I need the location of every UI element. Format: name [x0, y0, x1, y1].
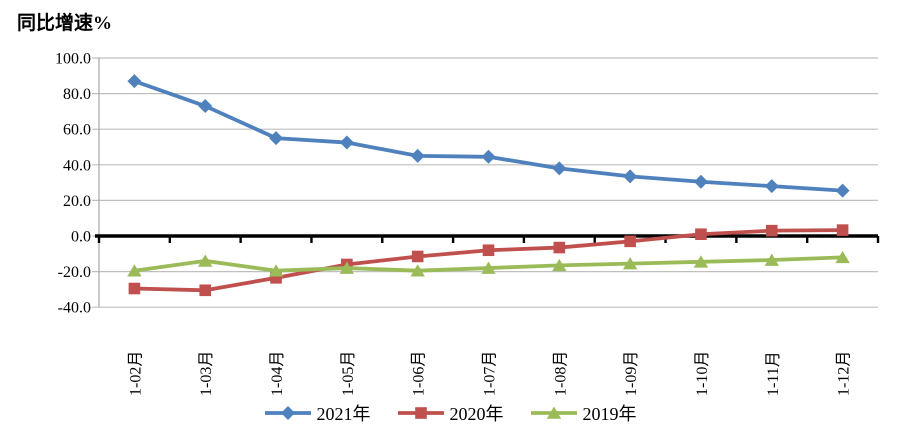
legend: 2021年 2020年 2019年	[0, 400, 900, 426]
series-2-marker-triangle	[410, 264, 425, 277]
x-tick-label: 1-04月	[269, 351, 286, 396]
series-1-marker-square	[199, 284, 212, 297]
legend-item-2: 2019年	[530, 400, 637, 426]
series-0-marker-diamond	[623, 169, 638, 184]
x-tick-label: 1-05月	[340, 351, 357, 396]
series-0-marker-diamond	[127, 74, 142, 89]
chart-title: 同比增速%	[17, 13, 113, 34]
legend-item-0: 2021年	[264, 400, 371, 426]
series-0-marker-diamond	[198, 99, 213, 114]
series-0-marker-diamond	[269, 131, 284, 146]
x-tick-label: 1-06月	[411, 351, 428, 396]
series-line-0	[132, 79, 845, 193]
y-tick-label: 20.0	[63, 193, 91, 210]
series-2-marker-triangle	[268, 264, 284, 277]
legend-item-1: 2020年	[397, 400, 504, 426]
legend-triangle-icon	[530, 406, 577, 419]
series-0-marker-diamond	[410, 148, 425, 163]
x-tick-label: 1-08月	[552, 351, 569, 396]
series-2-marker-triangle	[481, 261, 496, 274]
series-0-marker-diamond	[339, 135, 354, 150]
series-1-marker-square	[624, 235, 636, 248]
x-tick-label: 1-12月	[836, 351, 853, 396]
y-tick-label: 80.0	[63, 86, 91, 103]
legend-label-2: 2019年	[582, 404, 637, 424]
x-tick-label: 1-10月	[694, 351, 711, 396]
y-tick-label: 60.0	[63, 122, 91, 139]
series-1-marker-square	[836, 224, 849, 236]
series-1-marker-square	[128, 282, 141, 295]
y-tick-label: 0.0	[71, 229, 91, 246]
series-0-marker-diamond	[552, 161, 567, 176]
y-tick-label: 40.0	[63, 157, 91, 174]
y-tick-label: 100.0	[55, 51, 91, 68]
legend-diamond-icon	[264, 406, 311, 420]
legend-label-1: 2020年	[449, 404, 504, 424]
series-2-marker-triangle	[835, 250, 850, 264]
series-2-marker-triangle	[764, 253, 779, 266]
series-1-marker-square	[553, 241, 566, 254]
x-tick-label: 1-02月	[127, 351, 144, 396]
series-0-marker-diamond	[481, 149, 496, 164]
series-1-marker-square	[695, 228, 707, 241]
legend-label-0: 2021年	[316, 404, 371, 424]
legend-square-icon	[397, 407, 444, 419]
series-2-marker-triangle	[552, 258, 567, 272]
series-0-marker-diamond	[835, 183, 850, 198]
series-2-marker-triangle	[622, 257, 638, 270]
series-0-marker-diamond	[764, 179, 779, 194]
y-tick-label: -40.0	[58, 300, 91, 317]
x-tick-label: 1-09月	[623, 351, 640, 396]
series-1-marker-square	[765, 224, 778, 237]
x-tick-label: 1-07月	[482, 351, 499, 396]
series-1-marker-square	[411, 250, 424, 263]
series-2-marker-triangle	[693, 255, 709, 268]
series-2-marker-triangle	[127, 264, 142, 277]
series-2-marker-triangle	[198, 254, 213, 267]
series-2-marker-triangle	[339, 261, 355, 274]
series-1-marker-square	[270, 272, 282, 284]
series-0-marker-diamond	[693, 174, 708, 189]
x-tick-label: 1-03月	[198, 351, 215, 396]
series-1-marker-square	[482, 244, 495, 257]
y-tick-label: -20.0	[58, 264, 91, 281]
x-tick-label: 1-11月	[765, 351, 782, 396]
